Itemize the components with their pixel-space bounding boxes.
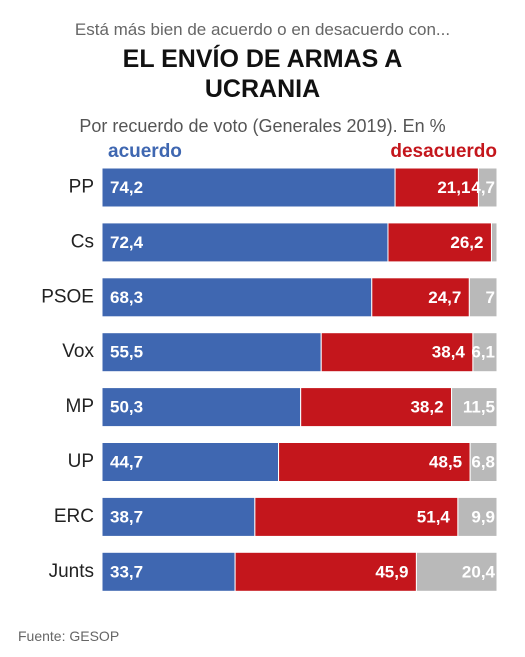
bar-segment bbox=[234, 551, 417, 592]
bar-segment bbox=[468, 277, 498, 318]
y-tick-label: Vox bbox=[62, 341, 94, 362]
bar-segment bbox=[457, 496, 498, 537]
y-tick-label: UP bbox=[68, 451, 94, 472]
value-label: 6,1 bbox=[471, 343, 495, 362]
value-label: 72,4 bbox=[110, 233, 144, 252]
y-tick-label: MP bbox=[66, 396, 95, 417]
bar-segment bbox=[469, 442, 498, 482]
bar-segment bbox=[101, 167, 396, 208]
bar-segment bbox=[451, 387, 498, 428]
bar-segment bbox=[278, 442, 471, 482]
header: Está más bien de acuerdo o en desacuerdo… bbox=[0, 0, 525, 137]
value-label: 38,7 bbox=[110, 507, 143, 526]
value-label: 24,7 bbox=[428, 288, 461, 307]
value-label: 45,9 bbox=[375, 562, 408, 581]
bar-segment bbox=[101, 442, 280, 482]
y-tick-label: Cs bbox=[71, 231, 94, 252]
bar-segment bbox=[101, 496, 256, 537]
value-label: 50,3 bbox=[110, 398, 143, 417]
value-label: 26,2 bbox=[450, 233, 483, 252]
value-label: 68,3 bbox=[110, 288, 143, 307]
value-label: 33,7 bbox=[110, 562, 143, 581]
value-label: 74,2 bbox=[110, 178, 143, 197]
value-label: 20,4 bbox=[462, 562, 496, 581]
bar-segment bbox=[101, 222, 389, 263]
legend-label: desacuerdo bbox=[390, 141, 497, 162]
value-label: 4,7 bbox=[471, 178, 495, 197]
value-label: 55,5 bbox=[110, 343, 143, 362]
value-label: 38,4 bbox=[432, 343, 466, 362]
bar-segment bbox=[472, 332, 498, 373]
bar-segment bbox=[490, 222, 498, 263]
bar-segment bbox=[101, 551, 236, 592]
y-tick-label: PSOE bbox=[41, 286, 94, 307]
value-label: 7 bbox=[486, 288, 495, 307]
bar-segment bbox=[254, 496, 459, 537]
value-label: 38,2 bbox=[410, 398, 443, 417]
bar-segment bbox=[300, 387, 453, 428]
y-tick-label: PP bbox=[69, 177, 94, 198]
value-label: 9,9 bbox=[471, 507, 495, 526]
chart-title: EL ENVÍO DE ARMAS A UCRANIA bbox=[122, 45, 403, 103]
value-label: 6,8 bbox=[471, 452, 495, 471]
source: Fuente: GESOP bbox=[18, 628, 120, 644]
value-label: 51,4 bbox=[417, 507, 451, 526]
subtitle: Por recuerdo de voto (Generales 2019). E… bbox=[79, 116, 446, 136]
legend-label: acuerdo bbox=[108, 141, 182, 162]
value-label: 21,1 bbox=[437, 178, 470, 197]
bar-segment bbox=[477, 167, 498, 208]
value-label: 48,5 bbox=[429, 452, 462, 471]
value-label: 44,7 bbox=[110, 452, 143, 471]
bar-segment bbox=[415, 551, 498, 592]
bar-segment bbox=[101, 332, 322, 373]
y-tick-label: Junts bbox=[49, 561, 94, 582]
bar-segment bbox=[394, 167, 479, 208]
pretitle: Está más bien de acuerdo o en desacuerdo… bbox=[74, 20, 451, 39]
value-label: 11,5 bbox=[463, 398, 495, 417]
y-tick-label: ERC bbox=[54, 506, 94, 527]
bar-segment bbox=[320, 332, 474, 373]
